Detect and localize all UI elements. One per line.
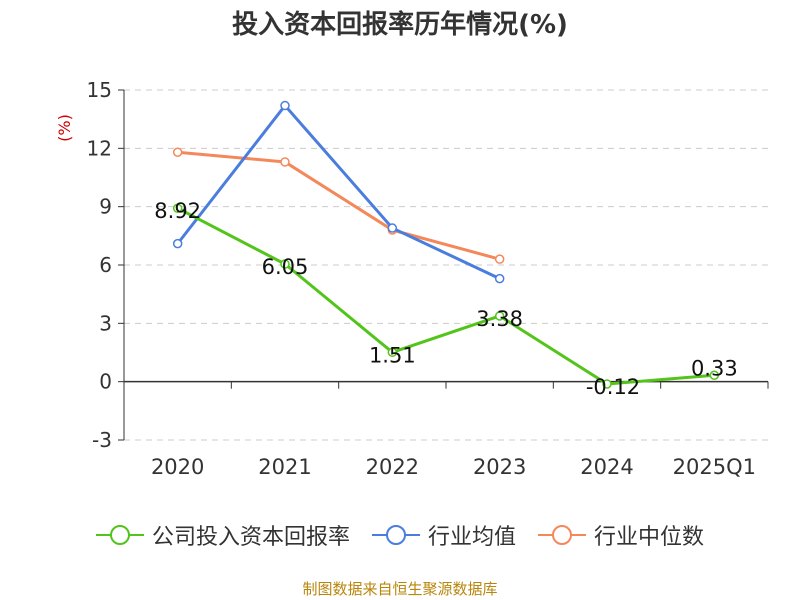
data-point — [709, 370, 720, 380]
data-point — [280, 100, 290, 111]
y-axis-label: (%) — [55, 114, 74, 142]
data-point — [494, 311, 505, 321]
data-label: 0.33 — [691, 356, 738, 380]
data-label: 6.05 — [262, 255, 309, 279]
data-point — [172, 147, 183, 157]
data-label: 8.92 — [154, 199, 201, 223]
y-tick-label: 6 — [99, 253, 112, 277]
data-label: 1.51 — [369, 343, 416, 367]
y-tick-label: 0 — [99, 370, 112, 394]
y-tick-label: 9 — [99, 195, 112, 219]
y-tick-label: -3 — [92, 428, 112, 452]
data-point — [172, 238, 183, 249]
series-line-1 — [176, 104, 501, 280]
x-tick-label: 2025Q1 — [673, 455, 756, 479]
data-point — [494, 273, 505, 284]
data-point — [280, 157, 290, 167]
legend-label-industry-median: 行业中位数 — [594, 525, 705, 550]
data-label: 3.38 — [476, 307, 523, 331]
x-tick-label: 2021 — [258, 455, 311, 479]
data-point — [280, 259, 290, 269]
y-tick-label: 3 — [99, 311, 112, 335]
legend-item-industry-mean[interactable]: 行业均值 — [371, 519, 516, 551]
data-point — [494, 254, 505, 264]
legend-label-industry-mean: 行业均值 — [427, 525, 516, 550]
data-point — [387, 223, 398, 233]
series-line-2 — [177, 150, 501, 261]
chart-legend: 公司投入资本回报率 行业均值 行业中位数 — [0, 519, 800, 551]
series-line-0 — [176, 206, 715, 386]
x-tick-label: 2023 — [473, 455, 526, 479]
line-chart: -3 0 3 6 9 12 15 (%) 2020 2021 2022 2023 2024 2025Q1 8… — [55, 78, 769, 479]
legend-label-company: 公司投入资本回报率 — [151, 525, 350, 550]
x-tick-label: 2022 — [366, 455, 419, 479]
data-point — [387, 347, 398, 358]
data-source: 制图数据来自恒生聚源数据库 — [302, 580, 498, 598]
legend-line-marker-orange — [538, 525, 586, 545]
y-tick-label: 15 — [87, 78, 112, 102]
data-point — [602, 379, 612, 389]
legend-line-marker-green — [95, 525, 144, 545]
legend-item-industry-median[interactable]: 行业中位数 — [538, 519, 704, 551]
chart-title: 投入资本回报率历年情况(%) — [232, 10, 568, 40]
y-tick-label: 12 — [87, 136, 112, 160]
legend-item-company[interactable]: 公司投入资本回报率 — [95, 519, 350, 551]
legend-line-marker-blue — [371, 525, 420, 545]
data-point — [172, 203, 183, 213]
data-label: -0.12 — [586, 375, 640, 399]
x-tick-label: 2020 — [151, 455, 204, 479]
x-tick-label: 2024 — [580, 455, 633, 479]
